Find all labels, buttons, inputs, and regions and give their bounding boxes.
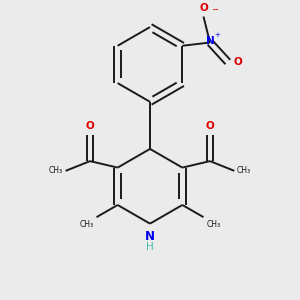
Text: H: H <box>146 242 154 251</box>
Text: O: O <box>199 3 208 13</box>
Text: O: O <box>85 121 94 131</box>
Text: N: N <box>145 230 155 243</box>
Text: +: + <box>214 32 220 38</box>
Text: N: N <box>206 36 214 46</box>
Text: CH₃: CH₃ <box>49 166 63 175</box>
Text: CH₃: CH₃ <box>79 220 93 229</box>
Text: O: O <box>206 121 214 131</box>
Text: CH₃: CH₃ <box>237 166 251 175</box>
Text: O: O <box>234 57 242 67</box>
Text: CH₃: CH₃ <box>207 220 221 229</box>
Text: −: − <box>211 5 218 14</box>
